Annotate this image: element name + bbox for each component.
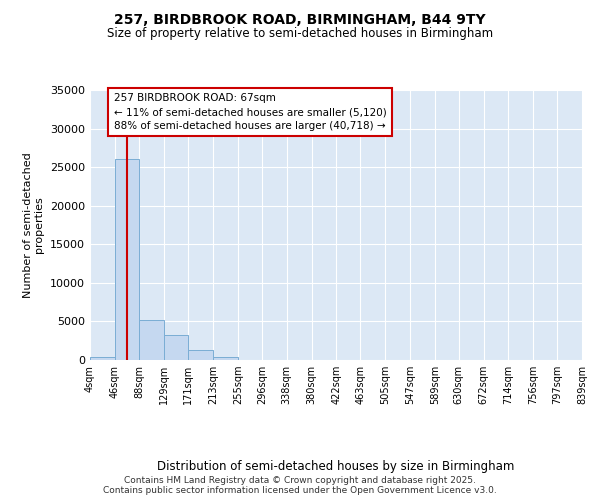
Bar xyxy=(139,320,164,360)
Bar xyxy=(90,357,115,360)
Text: Size of property relative to semi-detached houses in Birmingham: Size of property relative to semi-detach… xyxy=(107,28,493,40)
Text: Contains HM Land Registry data © Crown copyright and database right 2025.
Contai: Contains HM Land Registry data © Crown c… xyxy=(103,476,497,495)
Y-axis label: Number of semi-detached
properties: Number of semi-detached properties xyxy=(23,152,44,298)
Text: 257 BIRDBROOK ROAD: 67sqm
← 11% of semi-detached houses are smaller (5,120)
88% : 257 BIRDBROOK ROAD: 67sqm ← 11% of semi-… xyxy=(113,93,386,131)
Bar xyxy=(213,357,238,360)
Bar xyxy=(164,336,188,360)
Bar xyxy=(115,158,139,360)
Text: 257, BIRDBROOK ROAD, BIRMINGHAM, B44 9TY: 257, BIRDBROOK ROAD, BIRMINGHAM, B44 9TY xyxy=(114,12,486,26)
X-axis label: Distribution of semi-detached houses by size in Birmingham: Distribution of semi-detached houses by … xyxy=(157,460,515,473)
Bar xyxy=(188,350,213,360)
